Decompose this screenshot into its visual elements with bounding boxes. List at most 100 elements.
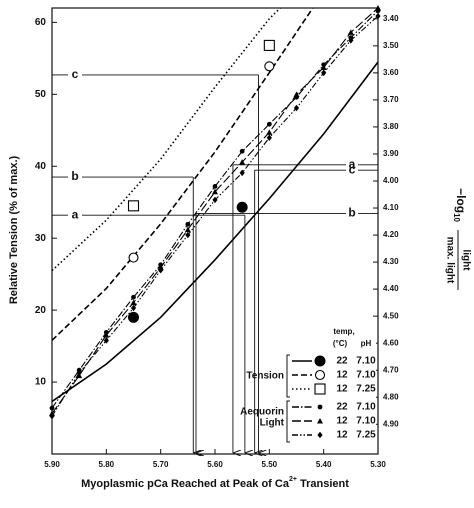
y2-tick-label: 4.50 — [383, 311, 399, 320]
legend-ph: 7.10 — [356, 370, 376, 381]
marker-dot — [239, 148, 245, 154]
legend-group-label: Light — [260, 418, 285, 429]
y2-tick-label: 3.80 — [383, 122, 399, 131]
marker-open-circle — [314, 369, 326, 381]
marker-diamond — [266, 134, 272, 141]
marker-triangle — [347, 29, 354, 35]
y2-tick-label: 4.60 — [383, 338, 399, 347]
y2-label-numerator: light — [460, 249, 471, 271]
legend-temp: 12 — [336, 430, 348, 441]
y2-tick-label: 4.80 — [383, 392, 399, 401]
marker-diamond — [239, 169, 245, 177]
legend-group-label: Tension — [246, 371, 284, 382]
y2-tick-label: 4.00 — [383, 176, 399, 185]
legend-temp: 22 — [336, 356, 348, 367]
y2-tick-label: 3.60 — [383, 68, 399, 77]
x-label-sup: 2+ — [289, 476, 297, 483]
legend-group-label: Aequorin — [240, 407, 284, 418]
x-label-main: Myoplasmic pCa Reached at Peak of Ca — [81, 478, 290, 490]
annotation-label: b — [71, 169, 78, 183]
marker-triangle — [375, 5, 381, 11]
marker-diamond — [158, 266, 164, 274]
x-tick-label: 5.90 — [44, 460, 60, 469]
x-label-tail: Transient — [297, 478, 349, 490]
marker-filled-circle — [314, 355, 326, 367]
legend-ph: 7.10 — [356, 356, 376, 367]
marker-triangle — [320, 64, 327, 70]
y-tick-label: 30 — [35, 233, 47, 244]
tension-curve — [52, 61, 378, 403]
marker-diamond — [103, 337, 109, 344]
marker-diamond — [76, 369, 82, 377]
marker-triangle — [184, 226, 191, 233]
marker-triangle — [317, 418, 323, 424]
y-tick-label: 40 — [35, 161, 47, 172]
marker-diamond — [293, 104, 300, 112]
marker-diamond — [49, 412, 55, 420]
marker-dot — [266, 121, 272, 127]
legend-temp: 22 — [336, 402, 348, 413]
legend-bg — [284, 326, 376, 448]
marker-triangle — [293, 91, 300, 97]
y2-tick-label: 3.70 — [383, 95, 399, 104]
marker-triangle — [212, 188, 218, 195]
marker-dot — [317, 404, 323, 410]
legend-ph: 7.25 — [356, 384, 376, 395]
marker-dot — [212, 184, 218, 189]
annotation-label: a — [72, 207, 79, 221]
marker-dot — [131, 294, 136, 300]
x-tick-label: 5.80 — [99, 460, 115, 469]
marker-open-circle — [264, 61, 275, 72]
y-tick-label: 60 — [35, 17, 47, 28]
marker-diamond — [348, 37, 354, 44]
y2-tick-label: 4.10 — [383, 203, 399, 212]
y2-axis-label: −log10 light max. light — [444, 188, 471, 290]
y2-tick-label: 4.40 — [383, 284, 399, 293]
marker-diamond — [317, 431, 323, 439]
y-axis-label: Relative Tension (% of max.) — [8, 155, 20, 304]
marker-dot — [185, 221, 191, 227]
legend-header: (°C) — [333, 339, 348, 348]
y2-tick-label: 3.90 — [383, 149, 399, 158]
y2-tick-label: 3.50 — [383, 41, 399, 50]
legend-bracket — [286, 354, 290, 398]
legend-temp: 12 — [336, 416, 348, 427]
annotation-label: c — [72, 67, 79, 81]
marker-filled-circle — [128, 311, 139, 323]
y2-tick-label: 4.70 — [383, 365, 399, 374]
marker-diamond — [321, 69, 327, 77]
x-axis-label: Myoplasmic pCa Reached at Peak of Ca2+ T… — [81, 476, 349, 490]
marker-filled-circle — [236, 201, 248, 213]
annotation-label: c — [349, 162, 356, 176]
marker-triangle — [239, 159, 246, 165]
marker-diamond — [212, 196, 218, 204]
y-tick-label: 10 — [35, 377, 47, 388]
y2-tick-label: 4.90 — [383, 419, 399, 428]
y2-tick-label: 3.40 — [383, 14, 399, 23]
marker-open-square — [127, 200, 140, 212]
legend: temp, (°C) pH 22 7.10 12 7.10 12 7.25 Tension 22 7.… — [240, 326, 376, 448]
x-tick-label: 5.70 — [153, 460, 169, 469]
legend-temp: 12 — [336, 384, 348, 395]
legend-temp: 12 — [336, 370, 348, 381]
x-tick-label: 5.50 — [262, 460, 278, 469]
y2-label-prefix: −log10 — [452, 188, 468, 222]
marker-triangle — [266, 129, 273, 135]
marker-open-square — [314, 383, 326, 395]
tension-curve — [52, 8, 281, 272]
x-tick-label: 5.30 — [370, 460, 386, 469]
annotation-label: a — [349, 157, 356, 171]
marker-triangle — [103, 332, 110, 338]
y2-tick-label: 4.30 — [383, 257, 399, 266]
marker-diamond — [130, 304, 137, 312]
y2-label-denominator: max. light — [444, 237, 455, 284]
y2-tick-label: 4.20 — [383, 230, 399, 239]
y2-sub: 10 — [452, 213, 461, 222]
marker-dot — [49, 405, 55, 411]
marker-diamond — [375, 12, 381, 20]
annotation-label: b — [348, 206, 355, 220]
legend-header: temp, — [333, 327, 354, 336]
marker-diamond — [185, 231, 191, 239]
